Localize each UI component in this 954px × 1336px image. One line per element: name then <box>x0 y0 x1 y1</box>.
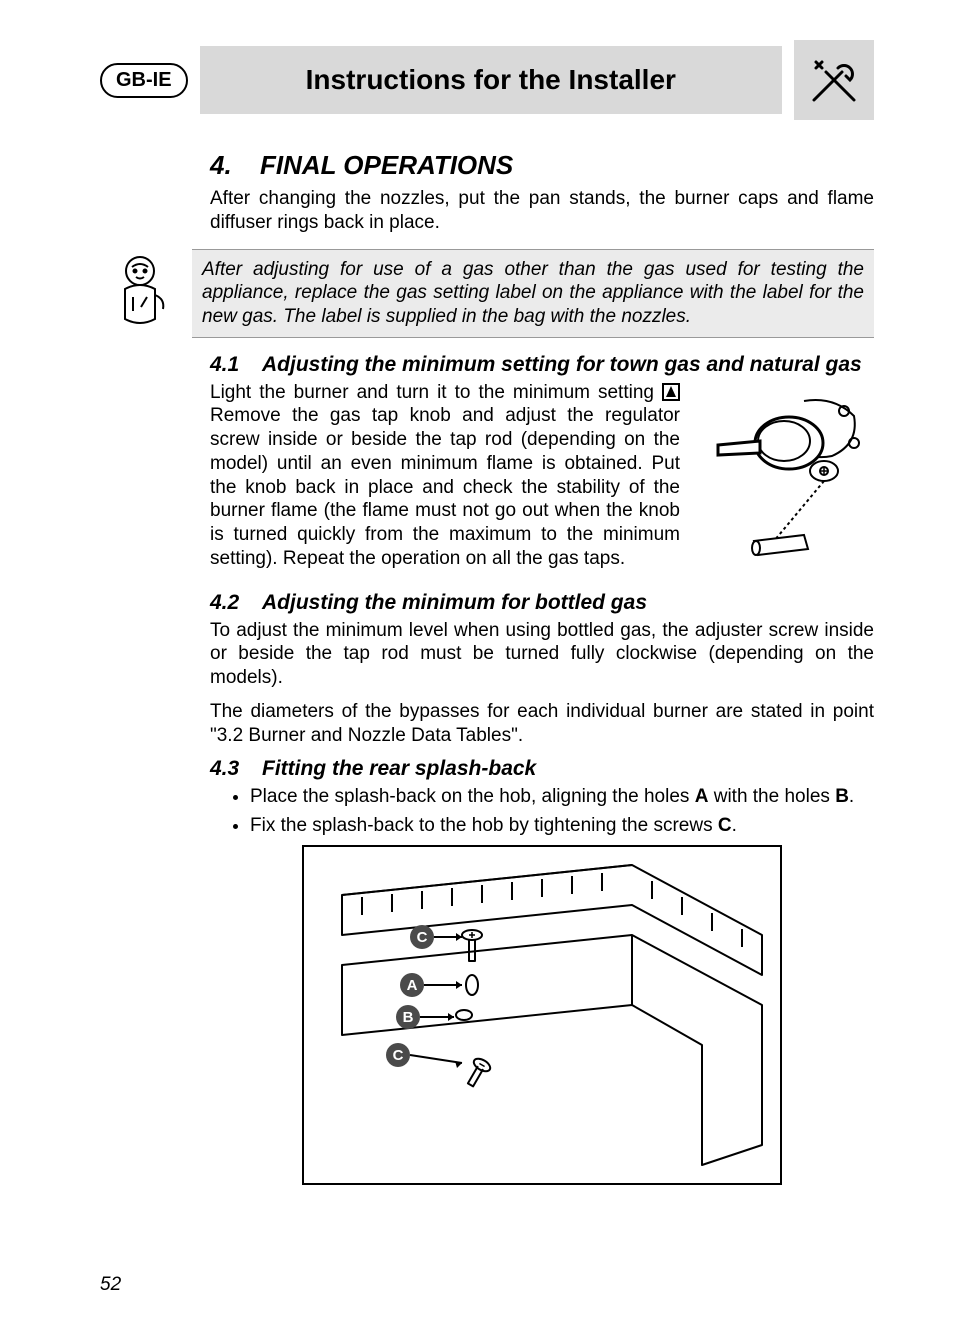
sub-4-1-text-a: Light the burner and turn it to the mini… <box>210 382 662 403</box>
sub-4-3-heading: 4.3 Fitting the rear splash-back <box>210 757 874 781</box>
tools-icon <box>794 40 874 120</box>
label-b: B <box>835 786 849 807</box>
svg-text:B: B <box>403 1009 414 1026</box>
note-text: After adjusting for use of a gas other t… <box>192 249 874 338</box>
sub-4-2-heading: 4.2 Adjusting the minimum for bottled ga… <box>210 591 874 615</box>
svg-text:A: A <box>407 977 418 994</box>
sub-4-1-row: Light the burner and turn it to the mini… <box>210 381 874 581</box>
sub-4-3-title: Fitting the rear splash-back <box>262 757 874 781</box>
note-row: After adjusting for use of a gas other t… <box>100 249 874 339</box>
callout-c-top-icon: C <box>410 925 462 949</box>
bullet-1-b: with the holes <box>708 786 835 807</box>
sub-4-2-para1: To adjust the minimum level when using b… <box>210 619 874 690</box>
section-4-intro: After changing the nozzles, put the pan … <box>210 187 874 235</box>
sub-4-1-text: Light the burner and turn it to the mini… <box>210 381 680 571</box>
header-row: GB-IE Instructions for the Installer <box>100 40 874 120</box>
callout-c-bottom-icon: C <box>386 1043 462 1068</box>
sub-4-2-para2: The diameters of the bypasses for each i… <box>210 700 874 748</box>
content-area: 4. FINAL OPERATIONS After changing the n… <box>210 150 874 1185</box>
sub-4-1-title: Adjusting the minimum setting for town g… <box>262 353 874 377</box>
section-4-number: 4. <box>210 150 240 181</box>
sub-4-2-number: 4.2 <box>210 591 250 615</box>
sub-4-3-number: 4.3 <box>210 757 250 781</box>
bullet-2: Fix the splash-back to the hob by tighte… <box>250 814 874 839</box>
bullet-2-b: . <box>732 815 737 836</box>
advice-person-icon <box>100 249 180 339</box>
min-setting-symbol-icon <box>662 383 680 401</box>
splash-back-figure: C A B C <box>210 845 874 1185</box>
svg-text:C: C <box>417 929 428 946</box>
svg-text:C: C <box>393 1047 404 1064</box>
sub-4-1-text-b: Remove the gas tap knob and adjust the r… <box>210 405 680 569</box>
bullet-1-a: Place the splash-back on the hob, aligni… <box>250 786 695 807</box>
section-4-heading: 4. FINAL OPERATIONS <box>210 150 874 181</box>
regulator-figure <box>694 381 874 561</box>
sub-4-3-bullets: Place the splash-back on the hob, aligni… <box>210 785 874 838</box>
bullet-1: Place the splash-back on the hob, aligni… <box>250 785 874 810</box>
page-number: 52 <box>100 1274 121 1296</box>
bullet-1-c: . <box>849 786 854 807</box>
label-c: C <box>718 815 732 836</box>
section-4-title: FINAL OPERATIONS <box>260 150 513 181</box>
label-a: A <box>695 786 709 807</box>
bullet-2-a: Fix the splash-back to the hob by tighte… <box>250 815 718 836</box>
page-title-bar: Instructions for the Installer <box>200 46 782 114</box>
sub-4-2-title: Adjusting the minimum for bottled gas <box>262 591 874 615</box>
sub-4-1-heading: 4.1 Adjusting the minimum setting for to… <box>210 353 874 377</box>
language-badge: GB-IE <box>100 63 188 98</box>
sub-4-1-number: 4.1 <box>210 353 250 377</box>
